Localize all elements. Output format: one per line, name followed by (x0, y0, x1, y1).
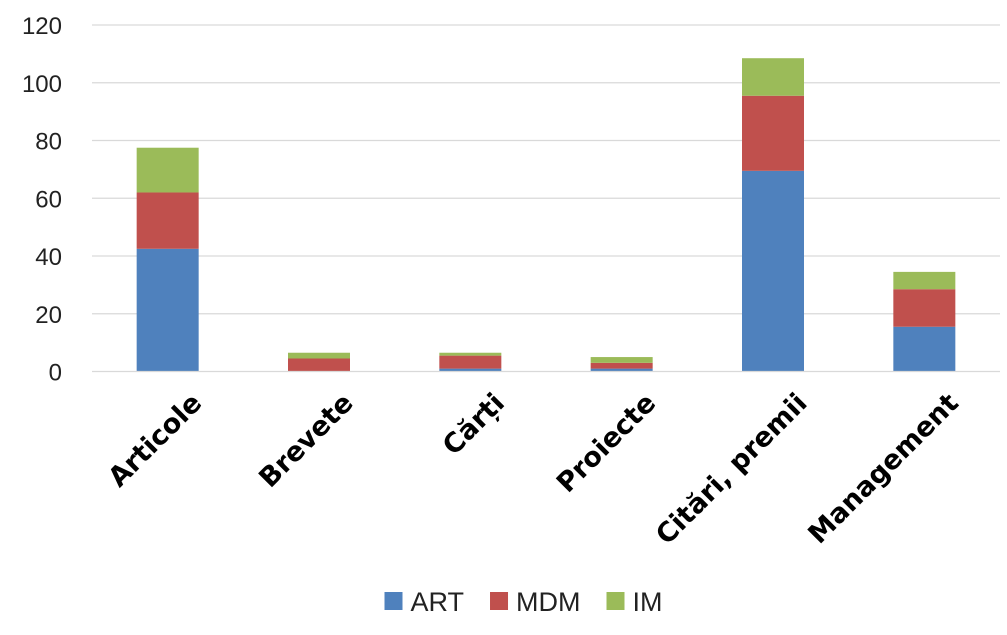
x-category-label: Brevete (253, 388, 359, 494)
bar-segment-im (742, 58, 804, 96)
bar-segment-art (590, 368, 653, 372)
bar-segment-im (136, 147, 199, 193)
bar-segment-mdm (288, 358, 350, 372)
bar-segment-im (439, 352, 502, 356)
bar-segment-mdm (136, 192, 199, 249)
y-tick-label: 60 (35, 186, 62, 213)
legend-swatch-mdm (490, 592, 509, 610)
legend-swatch-art (384, 592, 403, 610)
bar-segment-mdm (893, 289, 956, 327)
gridlines (92, 24, 1000, 315)
y-tick-label: 40 (35, 244, 62, 271)
x-category-label: Citări, premii (650, 388, 813, 551)
y-axis-tick-labels: 0 20 40 60 80 100 120 (22, 13, 62, 387)
bar-segment-art (136, 248, 199, 372)
legend-item: ART (384, 587, 465, 617)
legend-label: ART (411, 587, 465, 617)
x-category-label: Cărți (437, 388, 511, 462)
bar-segment-mdm (590, 362, 653, 369)
bar-segment-im (288, 352, 350, 359)
y-tick-label: 80 (35, 129, 62, 156)
y-tick-label: 0 (49, 360, 62, 387)
y-tick-label: 100 (22, 71, 62, 98)
legend-item: MDM (490, 587, 581, 617)
x-category-label: Proiecte (551, 388, 662, 499)
x-category-label: Management (802, 388, 965, 551)
bar-segment-im (893, 271, 956, 290)
legend-swatch-im (606, 592, 625, 610)
bar-segment-mdm (742, 95, 804, 171)
bar-segment-art (893, 326, 956, 372)
x-category-label: Articole (102, 388, 208, 494)
y-tick-label: 20 (35, 302, 62, 329)
legend-item: IM (606, 587, 663, 617)
legend: ART MDM IM (384, 587, 663, 617)
bars (136, 58, 956, 372)
y-tick-label: 120 (22, 13, 62, 40)
bar-segment-mdm (439, 355, 502, 369)
legend-label: IM (633, 587, 663, 617)
bar-segment-art (439, 368, 502, 372)
bar-segment-art (742, 170, 804, 372)
legend-label: MDM (516, 587, 580, 617)
bar-segment-im (590, 357, 653, 363)
